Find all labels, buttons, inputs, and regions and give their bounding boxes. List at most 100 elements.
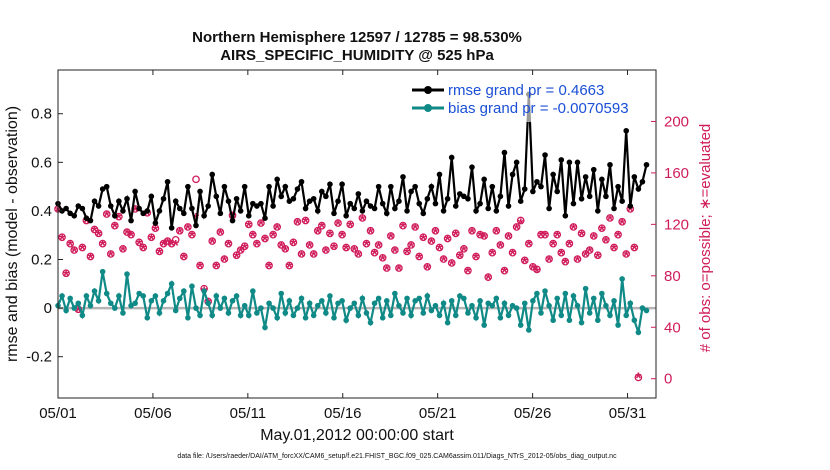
bias-point [152, 293, 159, 299]
rmse-point [497, 193, 504, 200]
obs-possible-marker [634, 373, 643, 382]
obs-evaluated-marker: * [189, 229, 196, 246]
rmse-point [521, 186, 528, 192]
bias-point [185, 315, 191, 321]
obs-possible-marker [411, 223, 420, 231]
obs-possible-marker [106, 250, 115, 258]
x-axis-ticks: 05/01 05/06 05/11 05/16 05/21 05/26 05/31 [39, 70, 646, 422]
obs-evaluated-marker: * [400, 220, 407, 237]
rmse-point [432, 200, 439, 207]
rmse-point [505, 203, 512, 209]
obs-evaluated-marker: * [587, 245, 594, 262]
rmse-point [501, 149, 508, 156]
rmse-point [314, 208, 321, 214]
bias-point [363, 310, 370, 316]
obs-evaluated-marker: * [294, 216, 301, 233]
obs-possible-marker [171, 235, 180, 244]
bias-point [91, 288, 98, 294]
obs-possible-marker [419, 233, 428, 242]
obs-evaluated-marker: * [197, 260, 204, 277]
bias-point [546, 302, 552, 309]
obs-evaluated-marker: * [449, 258, 456, 275]
bias-point [156, 310, 163, 316]
bias-point [71, 305, 78, 311]
obs-evaluated-marker: * [509, 247, 516, 264]
bias-point [314, 302, 321, 309]
obs-possible-marker [78, 243, 87, 252]
bias-point [643, 307, 650, 314]
obs-possible-marker [545, 255, 553, 263]
rmse-point [639, 178, 646, 185]
obs-evaluated-marker: * [59, 232, 66, 249]
rmse-series [55, 91, 650, 231]
bias-point [237, 312, 244, 319]
obs-possible-marker [240, 242, 249, 251]
obs-evaluated-marker: * [522, 255, 529, 272]
bias-point [95, 298, 102, 304]
bias-point [619, 276, 625, 282]
obs-possible-marker [305, 241, 314, 249]
obs-evaluated-marker: * [347, 219, 354, 236]
rmse-point [270, 203, 276, 209]
bias-point [229, 298, 236, 304]
obs-evaluated-marker: * [623, 249, 630, 266]
rmse-point [99, 186, 106, 192]
obs-possible-marker [94, 229, 103, 238]
obs-possible-marker [455, 251, 464, 260]
rmse-point [371, 205, 378, 212]
obs-possible-marker [119, 244, 127, 253]
rmse-point [258, 200, 264, 207]
obs-possible-marker [273, 223, 282, 231]
obs-evaluated-marker: * [242, 241, 249, 258]
obs-evaluated-marker: * [440, 254, 447, 271]
bias-point [513, 305, 520, 311]
obs-evaluated-marker: * [282, 243, 289, 260]
obs-evaluated-marker: * [75, 304, 82, 321]
rmse-point [286, 198, 293, 204]
rmse-point [550, 171, 556, 178]
obs-possible-marker [585, 246, 594, 254]
obs-possible-marker [66, 239, 75, 248]
obs-evaluated-marker: * [501, 265, 508, 282]
rmse-point [201, 212, 207, 219]
bias-point [574, 302, 581, 309]
bias-point [120, 310, 126, 316]
bias-point [631, 317, 638, 324]
obs-evaluated-marker: * [108, 249, 115, 266]
rmse-point [599, 176, 605, 183]
bias-point [217, 305, 224, 311]
bias-point [63, 307, 69, 314]
obs-possible-marker [508, 248, 517, 257]
obs-possible-marker [484, 273, 493, 281]
bias-point [400, 310, 406, 316]
obs-possible-marker [70, 246, 79, 254]
obs-evaluated-marker: * [302, 215, 309, 232]
obs-evaluated-marker: * [514, 221, 521, 238]
obs-possible-marker [232, 251, 241, 260]
rmse-point [132, 188, 138, 195]
rmse-point [294, 186, 301, 192]
rmse-point [400, 174, 406, 180]
bias-point [221, 295, 228, 302]
obs-evaluated-marker: * [270, 229, 277, 246]
obs-evaluated-marker: * [95, 228, 102, 245]
bias-point [562, 290, 569, 297]
rmse-point [461, 193, 467, 200]
obs-evaluated-marker: * [396, 263, 403, 280]
bias-point [355, 312, 362, 319]
obs-possible-marker [577, 229, 586, 238]
obs-evaluated-marker: * [140, 242, 147, 259]
rmse-point [615, 183, 621, 190]
bias-point [359, 295, 366, 302]
obs-possible-marker [512, 223, 521, 231]
obs-possible-marker [127, 230, 135, 239]
obs-evaluated-marker: * [485, 272, 492, 289]
obs-possible-marker [281, 244, 290, 253]
bias-point [99, 268, 106, 275]
x-tick-label: 05/11 [230, 405, 266, 422]
obs-evaluated-marker: * [465, 265, 472, 282]
obs-count-markers: ****************************************… [54, 175, 643, 388]
rmse-point [298, 178, 305, 185]
rmse-point [530, 188, 536, 195]
